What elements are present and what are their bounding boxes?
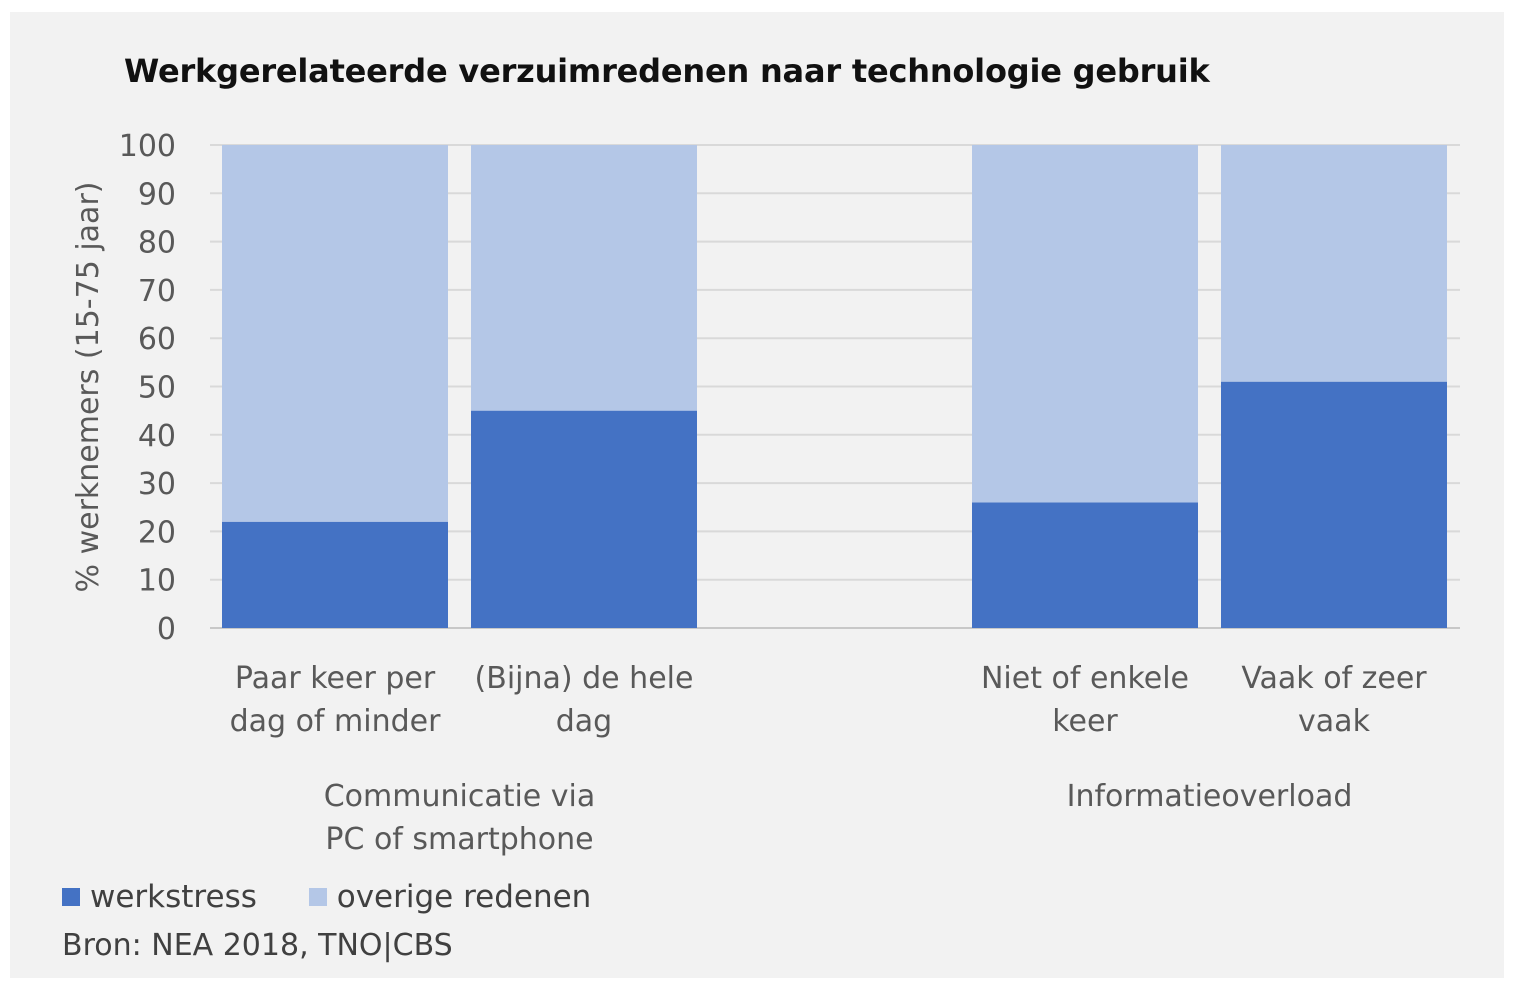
y-tick-label-50: 50 — [138, 371, 176, 406]
bar-werkstress-g0-c0 — [222, 521, 448, 628]
source-note: Bron: NEA 2018, TNO|CBS — [62, 928, 453, 963]
legend-item-overige: overige redenen — [308, 879, 592, 915]
y-tick-label-30: 30 — [138, 467, 176, 502]
x-group-label-0: Communicatie via — [324, 779, 596, 814]
bar-overige-g1-c0 — [972, 145, 1198, 503]
chart-title: Werkgerelateerde verzuimredenen naar tec… — [124, 52, 1210, 90]
x-group-label-0: PC of smartphone — [325, 822, 593, 857]
y-axis-label: % werknemers (15-75 jaar) — [71, 182, 106, 593]
x-group-label-1: Informatieoverload — [1067, 779, 1353, 814]
x-category-label-g1-c1: vaak — [1298, 704, 1371, 739]
bar-overige-g1-c1 — [1221, 145, 1447, 382]
legend-swatch-werkstress — [62, 888, 80, 906]
bar-overige-g0-c0 — [222, 145, 448, 522]
y-tick-label-0: 0 — [157, 612, 176, 647]
bar-werkstress-g1-c0 — [972, 502, 1198, 628]
x-category-label-g0-c0: dag of minder — [230, 704, 442, 739]
x-category-label-g1-c0: Niet of enkele — [981, 661, 1189, 696]
legend-swatch-overige — [308, 888, 327, 906]
bar-werkstress-g0-c1 — [471, 410, 697, 628]
x-category-label-g1-c1: Vaak of zeer — [1241, 661, 1427, 696]
y-tick-label-70: 70 — [138, 274, 176, 309]
x-category-label-g0-c0: Paar keer per — [235, 661, 436, 696]
chart-legend: werkstress overige redenen — [62, 878, 633, 915]
legend-label-werkstress: werkstress — [90, 879, 257, 915]
y-tick-label-20: 20 — [138, 515, 176, 550]
bar-overige-g0-c1 — [471, 145, 697, 411]
y-tick-label-10: 10 — [138, 564, 176, 599]
bar-werkstress-g1-c1 — [1221, 381, 1447, 628]
x-category-label-g0-c1: dag — [556, 704, 612, 739]
y-tick-label-80: 80 — [138, 226, 176, 261]
y-tick-label-90: 90 — [138, 177, 176, 212]
x-category-label-g1-c0: keer — [1052, 704, 1118, 739]
x-category-label-g0-c1: (Bijna) de hele — [475, 661, 694, 696]
legend-item-werkstress: werkstress — [62, 879, 257, 915]
y-tick-label-100: 100 — [119, 129, 176, 164]
y-tick-label-60: 60 — [138, 322, 176, 357]
legend-label-overige: overige redenen — [336, 879, 592, 915]
y-tick-label-40: 40 — [138, 419, 176, 454]
